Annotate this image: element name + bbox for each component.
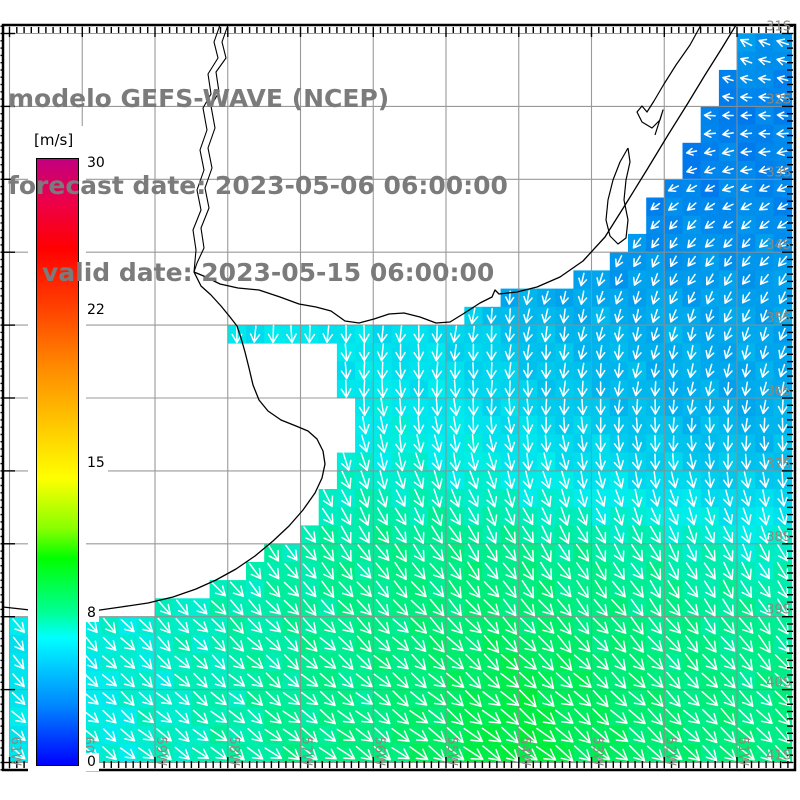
grid-lines — [3, 25, 795, 770]
colorbar-tick-22: 22 — [85, 301, 108, 320]
lon-label-57W: 57W — [299, 737, 314, 767]
plot-title-block: modelo GEFS-WAVE (NCEP) forecast date: 2… — [8, 26, 508, 345]
valid-date: valid date: 2023-05-15 06:00:00 — [42, 258, 495, 287]
wind-arrows — [11, 38, 791, 762]
lon-label-53W: 53W — [590, 737, 605, 767]
lat-label-32S: 32S — [766, 92, 791, 107]
lat-label-36S: 36S — [766, 384, 791, 399]
coastline — [3, 25, 737, 613]
lat-label-31S: 31S — [766, 20, 791, 35]
forecast-date: forecast date: 2023-05-06 06:00:00 — [8, 171, 508, 200]
lagoon-patos — [636, 25, 702, 136]
lagoon-mirim — [605, 147, 631, 245]
colorbar-tick-0: 0 — [85, 752, 99, 771]
lat-label-38S: 38S — [766, 530, 791, 545]
map-frame — [1, 23, 797, 772]
lon-label-55W: 55W — [444, 737, 459, 767]
lon-label-59W: 59W — [153, 737, 168, 767]
colorbar-tick-30: 30 — [85, 154, 108, 173]
colorbar: [m/s] — [28, 126, 86, 775]
lon-label-52W: 52W — [662, 737, 677, 767]
lat-label-41S: 41S — [766, 749, 791, 764]
lat-label-33S: 33S — [766, 165, 791, 180]
colorbar-tick-15: 15 — [85, 453, 108, 472]
lat-label-37S: 37S — [766, 457, 791, 472]
lon-label-51W: 51W — [735, 737, 750, 767]
lat-label-40S: 40S — [766, 676, 791, 691]
lon-label-56W: 56W — [371, 737, 386, 767]
colorbar-gradient — [36, 158, 79, 766]
lat-label-35S: 35S — [766, 311, 791, 326]
river-uruguay — [193, 25, 229, 273]
lon-label-61W: 61W — [8, 737, 23, 767]
colorbar-tick-8: 8 — [85, 603, 99, 622]
colorbar-units-label: [m/s] — [34, 131, 74, 149]
model-title: modelo GEFS-WAVE (NCEP) — [8, 84, 390, 113]
lat-label-34S: 34S — [766, 238, 791, 253]
lat-label-39S: 39S — [766, 603, 791, 618]
lon-label-54W: 54W — [517, 737, 532, 767]
lon-label-58W: 58W — [226, 737, 241, 767]
